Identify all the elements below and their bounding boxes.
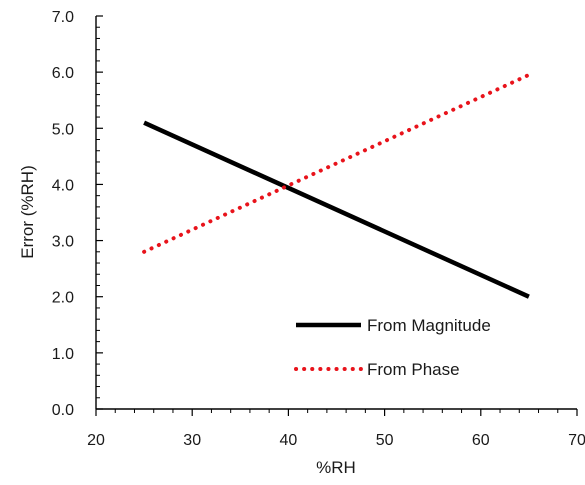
y-tick-label: 5.0 bbox=[52, 121, 74, 138]
x-tick-label: 70 bbox=[568, 432, 585, 449]
series-group bbox=[142, 72, 531, 299]
y-tick-label: 6.0 bbox=[52, 65, 74, 82]
y-tick-label: 1.0 bbox=[52, 346, 74, 363]
legend-label-from-magnitude: From Magnitude bbox=[367, 316, 491, 335]
x-tick-label: 30 bbox=[183, 432, 201, 449]
y-tick-label: 0.0 bbox=[52, 402, 74, 419]
x-axis-title: %RH bbox=[316, 458, 356, 477]
legend: From Magnitude From Phase bbox=[294, 316, 491, 379]
axis-ticks: 20 30 40 50 60 70 0.0 1.0 2.0 3.0 4.0 5.0 6.0 7.0 bbox=[52, 9, 585, 449]
x-tick-label: 20 bbox=[87, 432, 105, 449]
x-tick-label: 40 bbox=[280, 432, 298, 449]
y-tick-label: 4.0 bbox=[52, 177, 74, 194]
x-tick-label: 50 bbox=[376, 432, 394, 449]
y-axis-title: Error (%RH) bbox=[18, 165, 37, 259]
axes bbox=[95, 16, 577, 410]
series-line-from-magnitude bbox=[143, 120, 530, 299]
legend-label-from-phase: From Phase bbox=[367, 360, 460, 379]
y-tick-label: 2.0 bbox=[52, 290, 74, 307]
y-tick-label: 3.0 bbox=[52, 234, 74, 251]
x-tick-label: 60 bbox=[472, 432, 490, 449]
series-line-from-phase bbox=[142, 72, 531, 254]
y-tick-label: 7.0 bbox=[52, 9, 74, 26]
